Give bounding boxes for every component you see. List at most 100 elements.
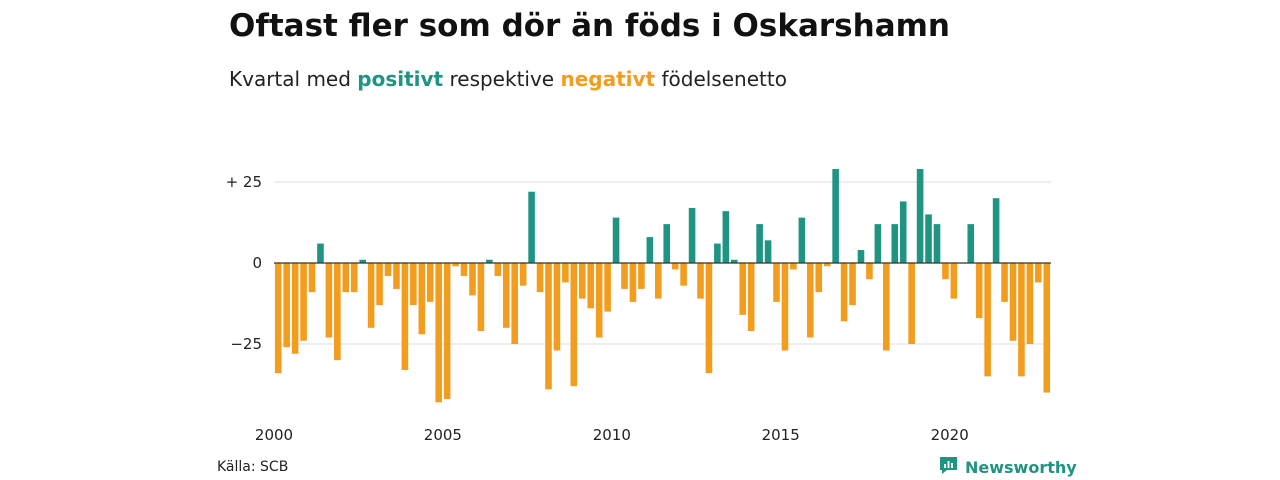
bar bbox=[992, 198, 1000, 263]
bar bbox=[308, 263, 316, 293]
newsworthy-logo-icon bbox=[938, 455, 959, 480]
brand-logo[interactable]: Newsworthy bbox=[938, 455, 1077, 480]
bar bbox=[604, 263, 611, 312]
bar bbox=[621, 263, 628, 289]
bar bbox=[916, 169, 924, 263]
bar bbox=[435, 263, 442, 403]
bar bbox=[756, 224, 763, 263]
bar bbox=[528, 191, 535, 263]
bar bbox=[654, 263, 662, 299]
bar bbox=[317, 243, 324, 263]
bar bbox=[578, 263, 586, 299]
chart-title: Oftast fler som dör än föds i Oskarshamn bbox=[229, 8, 950, 44]
bar bbox=[815, 263, 823, 293]
bar bbox=[832, 169, 839, 263]
bar bbox=[908, 263, 915, 344]
bar bbox=[426, 263, 434, 302]
bar bbox=[1009, 263, 1017, 341]
bar bbox=[984, 263, 991, 377]
bar bbox=[418, 263, 426, 335]
bar bbox=[587, 263, 595, 309]
bar bbox=[367, 263, 375, 328]
source-note: Källa: SCB bbox=[217, 459, 289, 475]
bar bbox=[486, 259, 493, 263]
bar bbox=[730, 259, 738, 263]
bar bbox=[857, 250, 865, 263]
bar bbox=[942, 263, 949, 280]
subtitle-middle: respektive bbox=[443, 67, 561, 91]
bar bbox=[376, 263, 383, 306]
bar bbox=[300, 263, 307, 341]
bar bbox=[950, 263, 958, 299]
bar bbox=[663, 224, 671, 263]
bar bbox=[1026, 263, 1034, 344]
y-tick-label: + 25 bbox=[226, 173, 262, 191]
bar bbox=[747, 263, 755, 332]
bar bbox=[646, 237, 654, 263]
bar bbox=[773, 263, 780, 302]
subtitle-positive-word: positivt bbox=[357, 67, 444, 91]
bar bbox=[553, 263, 561, 351]
bar bbox=[807, 263, 814, 338]
bar bbox=[671, 263, 679, 270]
bar bbox=[511, 263, 518, 344]
bar bbox=[883, 263, 890, 351]
bar bbox=[840, 263, 848, 322]
bar bbox=[790, 263, 797, 270]
bar bbox=[933, 224, 941, 263]
bar bbox=[334, 263, 341, 361]
bar bbox=[350, 263, 358, 293]
bar bbox=[739, 263, 747, 315]
brand-name: Newsworthy bbox=[965, 458, 1077, 477]
bar bbox=[469, 263, 476, 296]
bar bbox=[764, 240, 772, 263]
bar bbox=[519, 263, 527, 286]
bar bbox=[705, 263, 713, 374]
bar bbox=[874, 224, 882, 263]
y-tick-label: −25 bbox=[230, 335, 262, 353]
bar bbox=[975, 263, 983, 319]
bar bbox=[401, 263, 409, 370]
bar bbox=[477, 263, 485, 332]
bar bbox=[925, 214, 932, 263]
bar bbox=[1035, 263, 1042, 283]
bar bbox=[899, 201, 907, 263]
bar bbox=[536, 263, 544, 293]
bar bbox=[849, 263, 856, 306]
bar bbox=[443, 263, 451, 400]
bar bbox=[291, 263, 299, 354]
bar bbox=[410, 263, 417, 306]
bar bbox=[638, 263, 645, 289]
bar bbox=[1018, 263, 1025, 377]
bar bbox=[697, 263, 704, 299]
bar bbox=[1001, 263, 1008, 302]
bar bbox=[612, 217, 620, 263]
bar bbox=[545, 263, 552, 390]
bar bbox=[359, 259, 366, 263]
bar bbox=[595, 263, 603, 338]
x-tick-label: 2015 bbox=[762, 426, 800, 444]
bar bbox=[325, 263, 333, 338]
bar bbox=[781, 263, 789, 351]
bar bbox=[452, 263, 459, 267]
subtitle-prefix: Kvartal med bbox=[229, 67, 358, 91]
subtitle-negative-word: negativt bbox=[560, 67, 656, 91]
chart-subtitle: Kvartal med positivt respektive negativt… bbox=[229, 67, 787, 91]
bar bbox=[460, 263, 468, 276]
bar bbox=[629, 263, 637, 302]
bar bbox=[494, 263, 502, 276]
x-tick-label: 2000 bbox=[255, 426, 293, 444]
bar bbox=[688, 207, 696, 263]
x-tick-label: 2020 bbox=[931, 426, 969, 444]
x-tick-label: 2010 bbox=[593, 426, 631, 444]
bar bbox=[1043, 263, 1051, 393]
bar bbox=[342, 263, 350, 293]
bar bbox=[680, 263, 687, 286]
bar bbox=[722, 211, 730, 263]
bar bbox=[274, 263, 282, 374]
bar bbox=[891, 224, 899, 263]
subtitle-suffix: födelsenetto bbox=[655, 67, 787, 91]
bar bbox=[283, 263, 290, 348]
x-tick-label: 2005 bbox=[424, 426, 462, 444]
